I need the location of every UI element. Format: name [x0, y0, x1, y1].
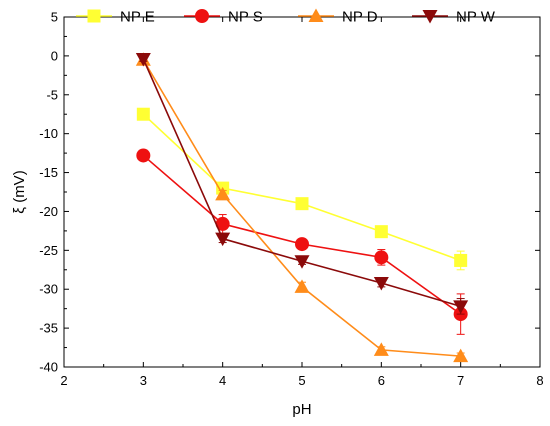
x-tick-label: 6	[378, 373, 385, 388]
data-point	[136, 107, 150, 121]
y-tick-label: -10	[39, 126, 58, 141]
y-tick-label: -5	[46, 87, 58, 102]
data-point	[295, 197, 309, 211]
data-point	[295, 237, 309, 252]
data-point	[453, 300, 469, 314]
legend-marker	[308, 8, 324, 22]
y-tick-label: 5	[51, 10, 58, 25]
x-tick-label: 8	[536, 373, 543, 388]
data-point	[136, 148, 151, 163]
y-axis-label: ξ (mV)	[11, 170, 28, 213]
y-tick-label: -30	[39, 282, 58, 297]
data-point	[294, 255, 310, 269]
legend-label: NP S	[228, 9, 263, 26]
data-point	[453, 348, 469, 363]
data-point	[135, 53, 151, 67]
series-np-e	[136, 107, 468, 271]
x-tick-label: 5	[298, 373, 305, 388]
data-point	[215, 186, 231, 201]
y-tick-label: -20	[39, 204, 58, 219]
legend: NP E NP S NP D NP W	[76, 8, 496, 26]
data-point	[294, 279, 310, 293]
data-point	[215, 216, 230, 231]
legend-label: NP E	[120, 9, 155, 26]
series-layer	[135, 52, 469, 363]
x-tick-label: 2	[60, 373, 67, 388]
x-axis-label: pH	[292, 401, 311, 418]
data-point	[454, 253, 468, 267]
y-tick-label: -40	[39, 360, 58, 375]
legend-label: NP D	[342, 9, 378, 26]
series-np-s	[136, 148, 468, 335]
data-point	[374, 225, 388, 239]
x-tick-label: 4	[219, 373, 226, 388]
data-point	[373, 277, 389, 291]
legend-label: NP W	[456, 9, 496, 26]
data-point	[215, 232, 231, 247]
series-line	[142, 58, 461, 308]
data-point	[373, 342, 389, 356]
y-tick-label: 0	[51, 48, 58, 63]
plot-frame	[63, 16, 541, 368]
legend-marker	[195, 9, 209, 23]
axis-ticks: 2 3 4 5 6 7 8 5 0 -5 -10 -15 -20 -25 -30 -35 -40	[39, 10, 543, 389]
y-tick-label: -15	[39, 165, 58, 180]
x-tick-label: 3	[140, 373, 147, 388]
y-tick-label: -25	[39, 243, 58, 258]
x-tick-label: 7	[457, 373, 464, 388]
legend-marker	[422, 10, 438, 24]
data-point	[374, 250, 389, 265]
legend-marker	[87, 9, 101, 23]
series-np-w	[135, 53, 469, 315]
y-tick-label: -35	[39, 321, 58, 336]
